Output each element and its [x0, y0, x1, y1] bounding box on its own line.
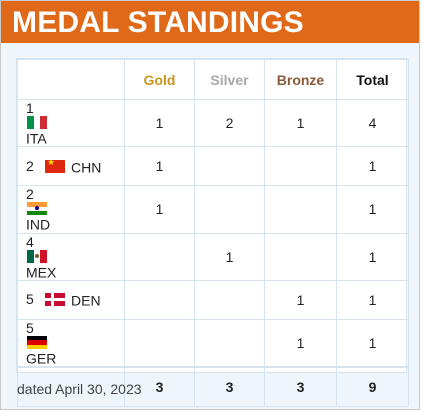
widget-title: MEDAL STANDINGS: [1, 1, 419, 43]
team-cell: 4 MEX: [17, 232, 125, 281]
silver-cell: [194, 146, 265, 187]
gold-cell: 1: [124, 98, 195, 148]
bronze-cell: 1: [264, 279, 337, 320]
total-cell: 1: [336, 279, 409, 320]
gold-cell: 1: [124, 146, 195, 187]
bronze-cell: [264, 232, 337, 281]
bronze-cell: [264, 146, 337, 187]
totals-label-cell: [17, 366, 125, 408]
country-code[interactable]: GER: [26, 350, 57, 367]
gold-cell: 1: [124, 185, 195, 234]
column-header-silver[interactable]: Silver: [194, 59, 265, 100]
rank: 4: [26, 233, 34, 250]
table-header-row: Gold Silver Bronze Total: [17, 59, 409, 100]
silver-cell: [194, 318, 265, 368]
column-header-total[interactable]: Total: [336, 59, 409, 100]
table-row: 4 MEX 1 1: [17, 232, 409, 281]
total-all: 9: [336, 366, 409, 408]
country-code[interactable]: MEX: [26, 263, 57, 280]
china-flag-icon: [45, 159, 65, 173]
country-code[interactable]: ITA: [26, 130, 47, 147]
dated-footnote: dated April 30, 2023: [17, 381, 142, 397]
mexico-flag-icon: [27, 249, 47, 263]
totals-row: 3 3 3 9: [17, 366, 409, 408]
bronze-cell: 1: [264, 318, 337, 368]
rank: 1: [26, 100, 34, 116]
column-header-bronze[interactable]: Bronze: [264, 59, 337, 100]
bronze-cell: [264, 185, 337, 234]
table-row: 5 DEN 1 1: [17, 279, 409, 320]
column-header-team: [17, 59, 125, 100]
team-cell: 5 DEN: [17, 279, 125, 320]
total-silver: 3: [194, 366, 265, 408]
gold-cell: [124, 279, 195, 320]
italy-flag-icon: [27, 116, 47, 129]
rank: 5: [26, 319, 34, 336]
country-code[interactable]: DEN: [71, 292, 101, 309]
silver-cell: [194, 185, 265, 234]
country-code[interactable]: IND: [26, 216, 51, 233]
medal-table-card: Gold Silver Bronze Total 1 ITA 1 2 1 4: [16, 58, 409, 408]
medal-table: Gold Silver Bronze Total 1 ITA 1 2 1 4: [17, 59, 409, 408]
total-cell: 4: [336, 98, 409, 148]
total-bronze: 3: [264, 366, 337, 408]
table-row: 2 CHN 1 1: [17, 146, 409, 187]
india-flag-icon: [27, 202, 47, 216]
total-gold: 3: [124, 366, 195, 408]
team-cell: 5 GER: [17, 318, 125, 368]
table-row: 1 ITA 1 2 1 4: [17, 98, 409, 148]
silver-cell: 2: [194, 98, 265, 148]
germany-flag-icon: [27, 335, 47, 349]
team-cell: 1 ITA: [17, 98, 125, 148]
total-cell: 1: [336, 146, 409, 187]
rank: 2: [26, 157, 34, 174]
gold-cell: [124, 318, 195, 368]
total-cell: 1: [336, 318, 409, 368]
country-code[interactable]: CHN: [71, 158, 102, 175]
silver-cell: 1: [194, 232, 265, 281]
team-cell: 2 CHN: [17, 146, 125, 187]
table-row: 5 GER 1 1: [17, 318, 409, 368]
rank: 2: [26, 186, 34, 203]
gold-cell: [124, 232, 195, 281]
column-header-gold[interactable]: Gold: [124, 59, 195, 100]
bronze-cell: 1: [264, 98, 337, 148]
table-row: 2 IND 1 1: [17, 185, 409, 234]
total-cell: 1: [336, 185, 409, 234]
silver-cell: [194, 279, 265, 320]
denmark-flag-icon: [45, 293, 65, 307]
rank: 5: [26, 291, 34, 308]
team-cell: 2 IND: [17, 185, 125, 234]
total-cell: 1: [336, 232, 409, 281]
